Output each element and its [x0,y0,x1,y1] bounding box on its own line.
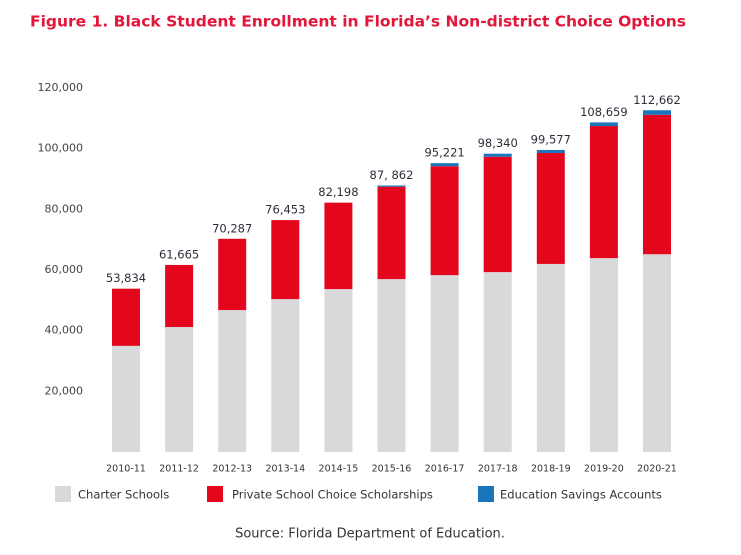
bar-segment [536,149,565,153]
bar-segment [589,126,618,259]
source: Source: Florida Department of Education. [235,527,505,542]
total-label: 53,834 [106,271,146,285]
bar-segment [165,264,194,328]
y-tick-label: 40,000 [45,324,84,337]
bar-segment [377,185,406,187]
legend-label: Education Savings Accounts [500,488,662,502]
legend-label: Charter Schools [78,488,169,502]
x-tick-label: 2013-14 [265,464,305,475]
bar-segment [536,263,565,452]
x-tick-label: 2017-18 [478,464,518,475]
bar-segment [218,310,247,452]
total-label: 87, 862 [370,168,414,182]
x-tick-label: 2015-16 [372,464,412,475]
legend-label: Private School Choice Scholarships [232,488,433,502]
total-label: 99,577 [531,132,571,146]
legend-swatch [478,486,494,502]
legend-swatch [55,486,71,502]
bar-segment [536,152,565,264]
total-label: 76,453 [265,203,305,217]
bar-segment [271,299,300,452]
y-tick-label: 100,000 [38,142,84,155]
total-label: 95,221 [424,146,464,160]
total-label: 112,662 [633,93,681,107]
y-tick-label: 120,000 [38,81,84,94]
total-label: 98,340 [478,136,518,150]
bar-segment [112,345,140,452]
bar-segment [430,275,459,452]
y-tick-label: 60,000 [45,263,84,276]
x-tick-label: 2011-12 [159,464,199,475]
bar-segment [377,279,406,452]
x-tick-label: 2016-17 [425,464,465,475]
bar-segment [589,122,618,127]
total-label: 82,198 [318,185,358,199]
bar-segment [324,289,353,452]
bar-segment [589,258,618,452]
total-label: 108,659 [580,105,628,119]
total-label: 61,665 [159,247,199,261]
legend-swatch [207,486,223,502]
bar-segment [165,327,194,452]
bar-segment [377,186,406,280]
bar-segment [483,153,512,157]
bar-segment [430,163,459,167]
chart-title: Figure 1. Black Student Enrollment in Fl… [30,13,686,31]
x-tick-label: 2018-19 [531,464,571,475]
x-tick-label: 2020-21 [637,464,677,475]
x-tick-label: 2014-15 [319,464,359,475]
y-tick-label: 20,000 [45,384,84,397]
x-tick-label: 2012-13 [212,464,252,475]
x-tick-label: 2019-20 [584,464,624,475]
bar-segment [483,272,512,452]
bar-segment [271,220,300,300]
y-tick-label: 80,000 [45,202,84,215]
total-label: 70,287 [212,221,252,235]
bar-segment [483,156,512,273]
bar-segment [112,288,140,346]
bar-segment [218,238,247,311]
bar-segment [643,114,671,255]
x-tick-label: 2010-11 [106,464,146,475]
bar-segment [643,254,671,452]
bar-segment [324,202,353,290]
bar-segment [430,166,459,276]
bar-segment [643,110,671,115]
